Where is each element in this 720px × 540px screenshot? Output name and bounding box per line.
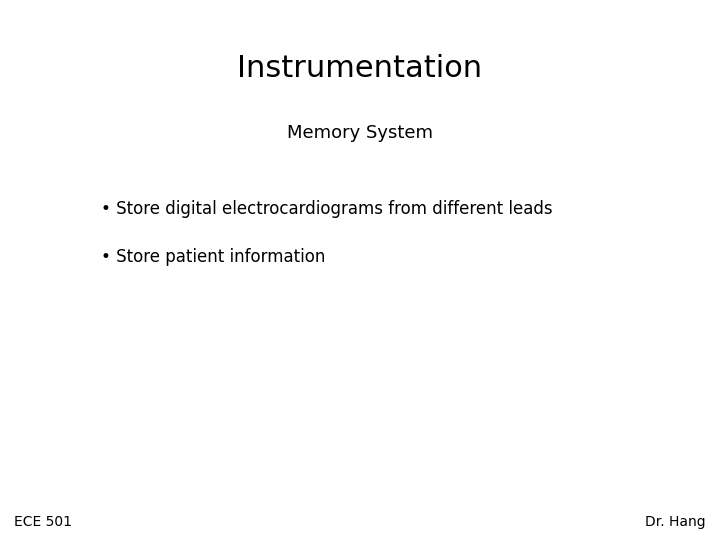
Text: Memory System: Memory System [287,124,433,142]
Text: • Store patient information: • Store patient information [101,248,325,266]
Text: ECE 501: ECE 501 [14,515,73,529]
Text: • Store digital electrocardiograms from different leads: • Store digital electrocardiograms from … [101,200,552,218]
Text: Instrumentation: Instrumentation [238,54,482,83]
Text: Dr. Hang: Dr. Hang [645,515,706,529]
